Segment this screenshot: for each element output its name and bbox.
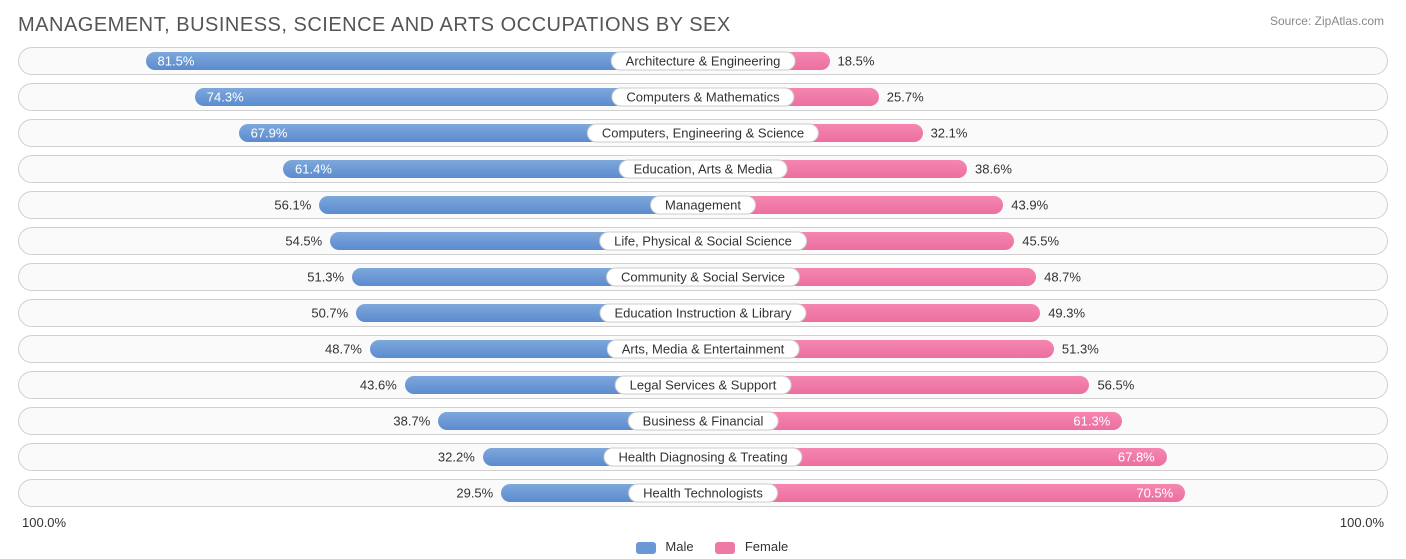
male-half: 56.1% <box>19 192 703 218</box>
male-value-label: 61.4% <box>295 162 332 177</box>
male-half: 61.4% <box>19 156 703 182</box>
female-half: 48.7% <box>703 264 1387 290</box>
chart-row: 74.3% 25.7% Computers & Mathematics <box>18 83 1388 111</box>
female-value-label: 49.3% <box>1048 306 1085 321</box>
female-half: 51.3% <box>703 336 1387 362</box>
female-value-label: 70.5% <box>1136 486 1173 501</box>
x-axis: 100.0% 100.0% <box>18 515 1388 533</box>
male-half: 32.2% <box>19 444 703 470</box>
category-label: Management <box>650 196 756 215</box>
female-half: 18.5% <box>703 48 1387 74</box>
female-half: 56.5% <box>703 372 1387 398</box>
female-value-label: 32.1% <box>931 126 968 141</box>
male-value-label: 38.7% <box>393 414 430 429</box>
male-half: 74.3% <box>19 84 703 110</box>
male-swatch <box>636 542 656 554</box>
chart-row: 43.6% 56.5% Legal Services & Support <box>18 371 1388 399</box>
legend: Male Female <box>18 539 1388 554</box>
female-value-label: 56.5% <box>1097 378 1134 393</box>
category-label: Education Instruction & Library <box>599 304 806 323</box>
male-value-label: 56.1% <box>274 198 311 213</box>
male-value-label: 54.5% <box>285 234 322 249</box>
female-value-label: 48.7% <box>1044 270 1081 285</box>
male-half: 51.3% <box>19 264 703 290</box>
axis-right-label: 100.0% <box>1340 515 1384 533</box>
female-value-label: 45.5% <box>1022 234 1059 249</box>
category-label: Computers & Mathematics <box>611 88 794 107</box>
axis-left-label: 100.0% <box>22 515 66 533</box>
category-label: Legal Services & Support <box>615 376 792 395</box>
female-half: 25.7% <box>703 84 1387 110</box>
category-label: Computers, Engineering & Science <box>587 124 819 143</box>
chart-row: 48.7% 51.3% Arts, Media & Entertainment <box>18 335 1388 363</box>
male-value-label: 51.3% <box>307 270 344 285</box>
male-value-label: 32.2% <box>438 450 475 465</box>
male-half: 38.7% <box>19 408 703 434</box>
chart-row: 67.9% 32.1% Computers, Engineering & Scien… <box>18 119 1388 147</box>
source-attribution: Source: ZipAtlas.com <box>1270 14 1384 28</box>
category-label: Architecture & Engineering <box>611 52 796 71</box>
female-value-label: 51.3% <box>1062 342 1099 357</box>
legend-male-label: Male <box>665 539 693 554</box>
male-value-label: 50.7% <box>311 306 348 321</box>
male-half: 29.5% <box>19 480 703 506</box>
legend-female-label: Female <box>745 539 788 554</box>
male-half: 81.5% <box>19 48 703 74</box>
male-value-label: 29.5% <box>456 486 493 501</box>
chart-title: MANAGEMENT, BUSINESS, SCIENCE AND ARTS O… <box>18 14 1388 37</box>
female-half: 43.9% <box>703 192 1387 218</box>
category-label: Life, Physical & Social Science <box>599 232 807 251</box>
male-half: 48.7% <box>19 336 703 362</box>
female-value-label: 67.8% <box>1118 450 1155 465</box>
male-value-label: 81.5% <box>158 54 195 69</box>
diverging-bar-chart: 81.5% 18.5% Architecture & Engineering 74.3… <box>18 47 1388 507</box>
female-half: 38.6% <box>703 156 1387 182</box>
category-label: Community & Social Service <box>606 268 800 287</box>
female-half: 70.5% <box>703 480 1387 506</box>
chart-row: 50.7% 49.3% Education Instruction & Librar… <box>18 299 1388 327</box>
chart-row: 29.5% 70.5% Health Technologists <box>18 479 1388 507</box>
female-half: 67.8% <box>703 444 1387 470</box>
female-value-label: 25.7% <box>887 90 924 105</box>
male-value-label: 48.7% <box>325 342 362 357</box>
female-swatch <box>715 542 735 554</box>
category-label: Health Diagnosing & Treating <box>603 448 802 467</box>
female-half: 61.3% <box>703 408 1387 434</box>
chart-row: 51.3% 48.7% Community & Social Service <box>18 263 1388 291</box>
category-label: Business & Financial <box>628 412 779 431</box>
male-value-label: 67.9% <box>251 126 288 141</box>
category-label: Arts, Media & Entertainment <box>607 340 800 359</box>
female-value-label: 18.5% <box>838 54 875 69</box>
male-value-label: 43.6% <box>360 378 397 393</box>
female-value-label: 38.6% <box>975 162 1012 177</box>
chart-row: 32.2% 67.8% Health Diagnosing & Treating <box>18 443 1388 471</box>
male-half: 43.6% <box>19 372 703 398</box>
male-value-label: 74.3% <box>207 90 244 105</box>
chart-row: 56.1% 43.9% Management <box>18 191 1388 219</box>
male-bar: 56.1% <box>319 196 703 214</box>
category-label: Education, Arts & Media <box>619 160 788 179</box>
chart-row: 54.5% 45.5% Life, Physical & Social Scienc… <box>18 227 1388 255</box>
female-value-label: 61.3% <box>1073 414 1110 429</box>
female-value-label: 43.9% <box>1011 198 1048 213</box>
chart-row: 38.7% 61.3% Business & Financial <box>18 407 1388 435</box>
chart-row: 81.5% 18.5% Architecture & Engineering <box>18 47 1388 75</box>
chart-row: 61.4% 38.6% Education, Arts & Media <box>18 155 1388 183</box>
category-label: Health Technologists <box>628 484 778 503</box>
